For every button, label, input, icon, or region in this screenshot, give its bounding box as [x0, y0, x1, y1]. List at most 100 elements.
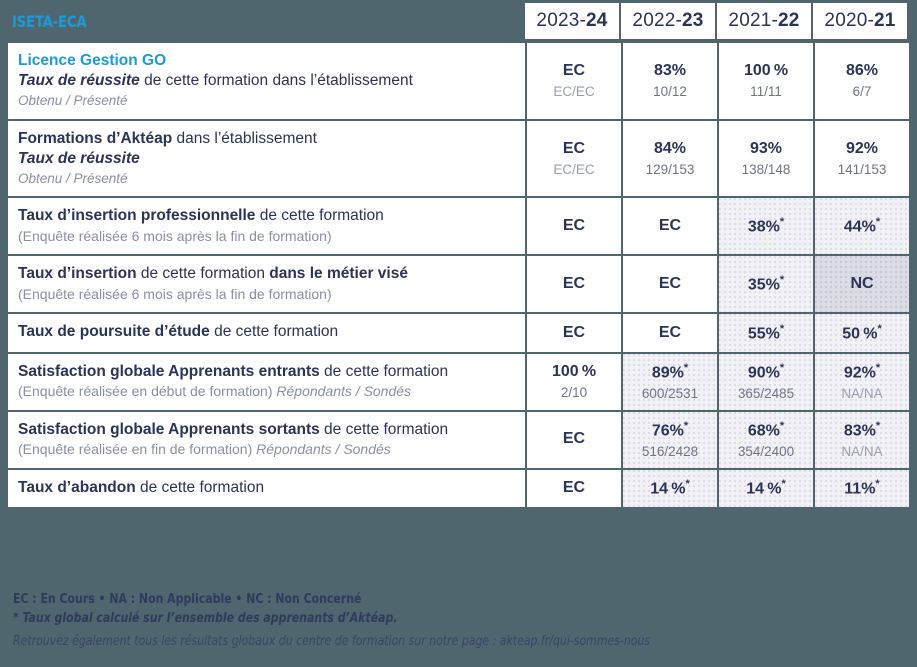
website-link-line[interactable]: Retrouvez également tous les résultats g… [13, 633, 651, 649]
value-sub: 129/153 [645, 161, 695, 177]
row-label-cell: Formations d’Aktéap dans l’établissement… [8, 120, 525, 197]
value-main: 50 %* [817, 322, 907, 345]
row-label-primary: Satisfaction globale Apprenants sortants… [18, 420, 515, 440]
value-main: 90%* [721, 361, 811, 384]
value-main: 100 % [721, 61, 811, 81]
asterisk-note: * Taux global calculé sur l’ensemble des… [13, 610, 398, 626]
year-suffix: 24 [586, 10, 608, 31]
asterisk-marker: * [877, 322, 882, 335]
value-cell: 93% 138/148 [719, 120, 813, 197]
asterisk-marker: * [685, 477, 690, 490]
table-row: Taux d’insertion professionnelle de cett… [8, 198, 909, 255]
label-rest: dans l’établissement [172, 129, 317, 147]
value-main: EC [625, 274, 715, 294]
value-main: 35%* [721, 273, 811, 296]
value-text: 86% [845, 62, 879, 80]
value-text: EC [562, 323, 586, 341]
label-emphasis: Satisfaction globale Apprenants entrants [18, 362, 320, 380]
value-main: EC [529, 429, 619, 449]
value-cell: 68%* 354/2400 [719, 411, 813, 468]
value-cell: NC [815, 256, 909, 313]
label-rest: de cette formation [319, 420, 449, 438]
year-suffix: 21 [874, 10, 896, 31]
value-text: EC [562, 62, 586, 80]
value-main: 84% [625, 139, 715, 159]
value-main: EC [625, 323, 715, 343]
value-cell: EC EC/EC [527, 120, 621, 197]
results-table: Licence Gestion GO Taux de réussite de ce… [6, 41, 911, 509]
row-label-note: Obtenu / Présenté [18, 170, 128, 186]
label-rest: de cette formation [319, 362, 449, 380]
row-label-primary: Taux de poursuite d’étude de cette forma… [18, 322, 515, 342]
value-main: EC [529, 139, 619, 159]
value-main: 86% [817, 61, 907, 81]
footer-notes: EC : En Cours • NA : Non Applicable • NC… [13, 591, 893, 649]
value-text: 14 % [650, 480, 686, 498]
table-row: Formations d’Aktéap dans l’établissement… [8, 120, 909, 197]
label-emphasis: Taux de poursuite d’étude [18, 323, 210, 341]
value-cell: EC EC/EC [527, 43, 621, 119]
year-column-header: 2020- 21 [813, 3, 907, 39]
value-main: 83%* [817, 419, 907, 442]
row-label-primary: Formations d’Aktéap dans l’établissement [18, 129, 515, 149]
value-sub: 6/7 [852, 83, 872, 99]
value-text: 100 % [743, 62, 789, 80]
asterisk-marker: * [779, 273, 785, 286]
value-cell: EC [623, 314, 717, 352]
value-text: EC [562, 275, 586, 293]
year-header-row: 2023- 24 2022- 23 2021- 22 2020- 21 [525, 3, 907, 39]
label-rest: de cette formation [136, 265, 270, 283]
year-suffix: 23 [682, 10, 704, 31]
label-emphasis: Taux de réussite [18, 72, 140, 90]
value-sub: NA/NA [841, 443, 883, 459]
year-column-header: 2022- 23 [621, 3, 715, 39]
value-text: EC [562, 430, 586, 448]
value-cell: 89%* 600/2531 [623, 353, 717, 410]
value-sub: EC/EC [553, 83, 595, 99]
value-main: 92% [817, 139, 907, 159]
value-main: 100 % [529, 362, 619, 382]
label-rest: de cette formation [255, 207, 384, 225]
value-cell: 92% 141/153 [815, 120, 909, 197]
value-sub: 516/2428 [641, 443, 699, 459]
row-label-note: (Enquête réalisée en fin de formation) R… [18, 440, 515, 458]
label-emphasis: Taux d’abandon [18, 478, 136, 496]
value-text: 92% [845, 140, 879, 158]
value-sub: 10/12 [653, 83, 687, 99]
asterisk-marker: * [875, 420, 881, 433]
value-main: 14 %* [721, 477, 811, 500]
row-label-cell: Taux de poursuite d’étude de cette forma… [8, 314, 525, 352]
value-sub: 2/10 [560, 384, 588, 400]
asterisk-marker: * [875, 216, 881, 228]
value-cell: 86% 6/7 [815, 43, 909, 119]
value-sub: 141/153 [837, 161, 887, 177]
value-sub: 354/2400 [737, 443, 795, 459]
value-text: 89% [651, 364, 684, 382]
value-cell: 38%* [719, 198, 813, 255]
row-note-text: (Enquête réalisée 6 mois après la fin de… [18, 285, 332, 302]
value-cell: 50 %* [815, 314, 909, 352]
table-row: Taux d’abandon de cette formation EC 14 %*… [8, 469, 909, 508]
year-prefix: 2023- [536, 10, 587, 31]
value-cell: 92%* NA/NA [815, 353, 909, 410]
value-cell: EC [623, 198, 717, 255]
value-cell: 100 % 11/11 [719, 43, 813, 119]
table-row: Satisfaction globale Apprenants sortants… [8, 411, 909, 468]
label-emphasis: Formations d’Aktéap [18, 129, 173, 147]
value-cell: 100 % 2/10 [527, 353, 621, 410]
row-label-cell: Taux d’insertion professionnelle de cett… [8, 198, 525, 255]
results-table-wrapper: Licence Gestion GO Taux de réussite de ce… [6, 41, 911, 509]
label-rest: de cette formation [209, 323, 339, 341]
value-text: EC [562, 479, 586, 497]
row-label-note: Obtenu / Présenté [18, 92, 128, 108]
value-text: EC [658, 217, 682, 235]
row-note-ratio-label: Répondants / Sondés [276, 383, 412, 400]
value-sub: 11/11 [750, 83, 782, 99]
row-note-text: (Enquête réalisée 6 mois après la fin de… [18, 227, 332, 244]
value-main: EC [625, 216, 715, 236]
value-text: 92% [843, 364, 876, 382]
label-rest: de cette formation dans l’établissement [139, 72, 413, 90]
value-cell: 55%* [719, 314, 813, 352]
table-row: Satisfaction globale Apprenants entrants… [8, 353, 909, 410]
value-cell: EC [527, 469, 621, 508]
